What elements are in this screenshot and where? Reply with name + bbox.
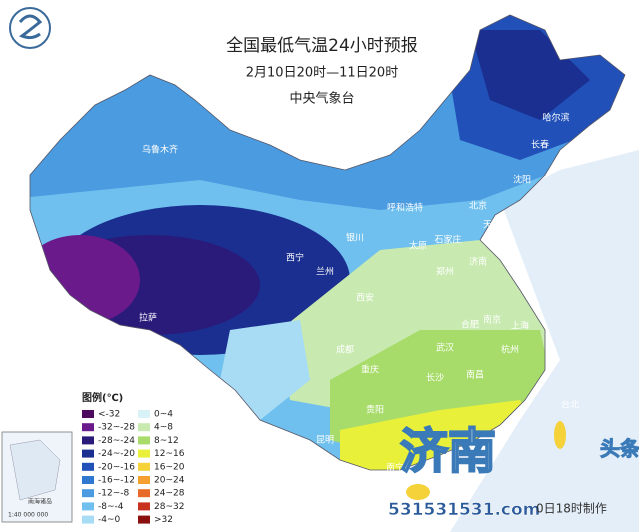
legend-swatch <box>82 515 94 524</box>
legend-swatch <box>82 502 94 511</box>
legend-label: -8~-4 <box>98 502 124 512</box>
city-label: 南京 <box>483 314 501 326</box>
legend-label: -4~0 <box>98 515 121 525</box>
legend-items: <-32 -32~-28 -28~-24 -24~-20 -20~-16 -16~-12 -… <box>82 410 185 525</box>
logo-mark <box>18 14 43 40</box>
legend-box <box>76 388 196 528</box>
legend-label: 4~8 <box>154 423 173 433</box>
inset-label: 南海诸岛 <box>28 498 52 506</box>
legend-label: 24~28 <box>154 489 185 499</box>
city-label: 杭州 <box>501 344 519 356</box>
city-label: 北京 <box>469 200 487 212</box>
legend-label: -20~-16 <box>98 462 135 472</box>
city-label: 拉萨 <box>139 312 157 324</box>
legend-swatch <box>138 410 150 418</box>
legend-swatch <box>138 502 150 511</box>
legend-swatch <box>138 423 150 432</box>
city-label: 合肥 <box>461 319 479 331</box>
city-label: 广州 <box>439 456 457 468</box>
legend-swatch <box>138 489 150 498</box>
city-label: 武汉 <box>436 342 454 354</box>
legend-label: <-32 <box>98 410 120 420</box>
legend-label: 20~24 <box>154 476 185 486</box>
city-label: 天津 <box>483 220 501 231</box>
legend-label: -12~-8 <box>98 489 129 499</box>
legend-swatch <box>138 462 150 471</box>
city-label: 南昌 <box>466 369 484 381</box>
title: 全国最低气温24小时预报 <box>226 36 418 56</box>
legend-label: 8~12 <box>154 436 179 446</box>
city-label: 石家庄 <box>434 234 461 246</box>
city-label: 昆明 <box>316 435 334 446</box>
hainan <box>406 484 430 500</box>
watermark-brand-suffix: 头条 <box>600 437 639 461</box>
city-label: 太原 <box>409 240 427 252</box>
city-label: 郑州 <box>436 266 454 278</box>
legend-label: 12~16 <box>154 449 185 459</box>
city-label: 长沙 <box>426 372 444 384</box>
legend-label: -24~-20 <box>98 449 135 459</box>
legend-label: 0~4 <box>154 410 173 420</box>
legend-swatch <box>82 462 94 471</box>
city-label: 上海 <box>511 320 529 332</box>
legend-swatch <box>138 515 150 524</box>
border <box>29 14 626 471</box>
field-yungui <box>220 320 310 420</box>
city-label: 西安 <box>356 292 374 304</box>
city-label: 乌鲁木齐 <box>142 144 178 156</box>
legend-swatch <box>82 436 94 445</box>
watermark-brand: 济南 <box>400 424 496 480</box>
legend-label: -32~-28 <box>98 423 135 433</box>
city-label: 台北 <box>561 399 579 411</box>
inset-scale: 1:40 000 000 <box>8 512 48 519</box>
legend-swatch <box>82 449 94 458</box>
watermark-site: 531531531.com <box>388 500 540 520</box>
watermark-stamp: 0日18时制作 <box>536 502 607 516</box>
city-label: 哈尔滨 <box>542 112 569 124</box>
city-label: 呼和浩特 <box>387 202 423 214</box>
legend-swatch <box>138 449 150 458</box>
sea <box>450 150 639 532</box>
city-label: 沈阳 <box>513 174 531 186</box>
legend-swatch <box>82 489 94 498</box>
city-label: 济南 <box>469 256 487 268</box>
city-label: 西宁 <box>286 252 304 264</box>
city-label: 成都 <box>336 344 354 356</box>
legend-swatch <box>138 476 150 484</box>
city-label: 银川 <box>346 232 364 244</box>
legend-swatch <box>82 423 94 432</box>
taiwan <box>554 421 566 449</box>
city-label: 贵阳 <box>366 404 384 416</box>
legend-label: >32 <box>154 515 173 525</box>
legend-swatch <box>138 436 150 445</box>
inset-sea <box>9 439 61 501</box>
issuer: 中央气象台 <box>289 91 354 107</box>
legend-label: 16~20 <box>154 462 185 472</box>
legend-swatch <box>82 476 94 484</box>
city-label: 长春 <box>531 139 549 151</box>
legend-title: 图例(℃) <box>82 391 123 404</box>
legend-label: -16~-12 <box>98 476 135 486</box>
legend-swatch <box>82 410 94 418</box>
subtitle: 2月10日20时—11日20时 <box>246 66 398 81</box>
city-label: 南宁 <box>386 462 404 474</box>
legend-label: 28~32 <box>154 502 184 512</box>
city-label: 重庆 <box>361 364 379 376</box>
legend-label: -28~-24 <box>98 436 135 446</box>
city-label: 兰州 <box>316 266 334 278</box>
